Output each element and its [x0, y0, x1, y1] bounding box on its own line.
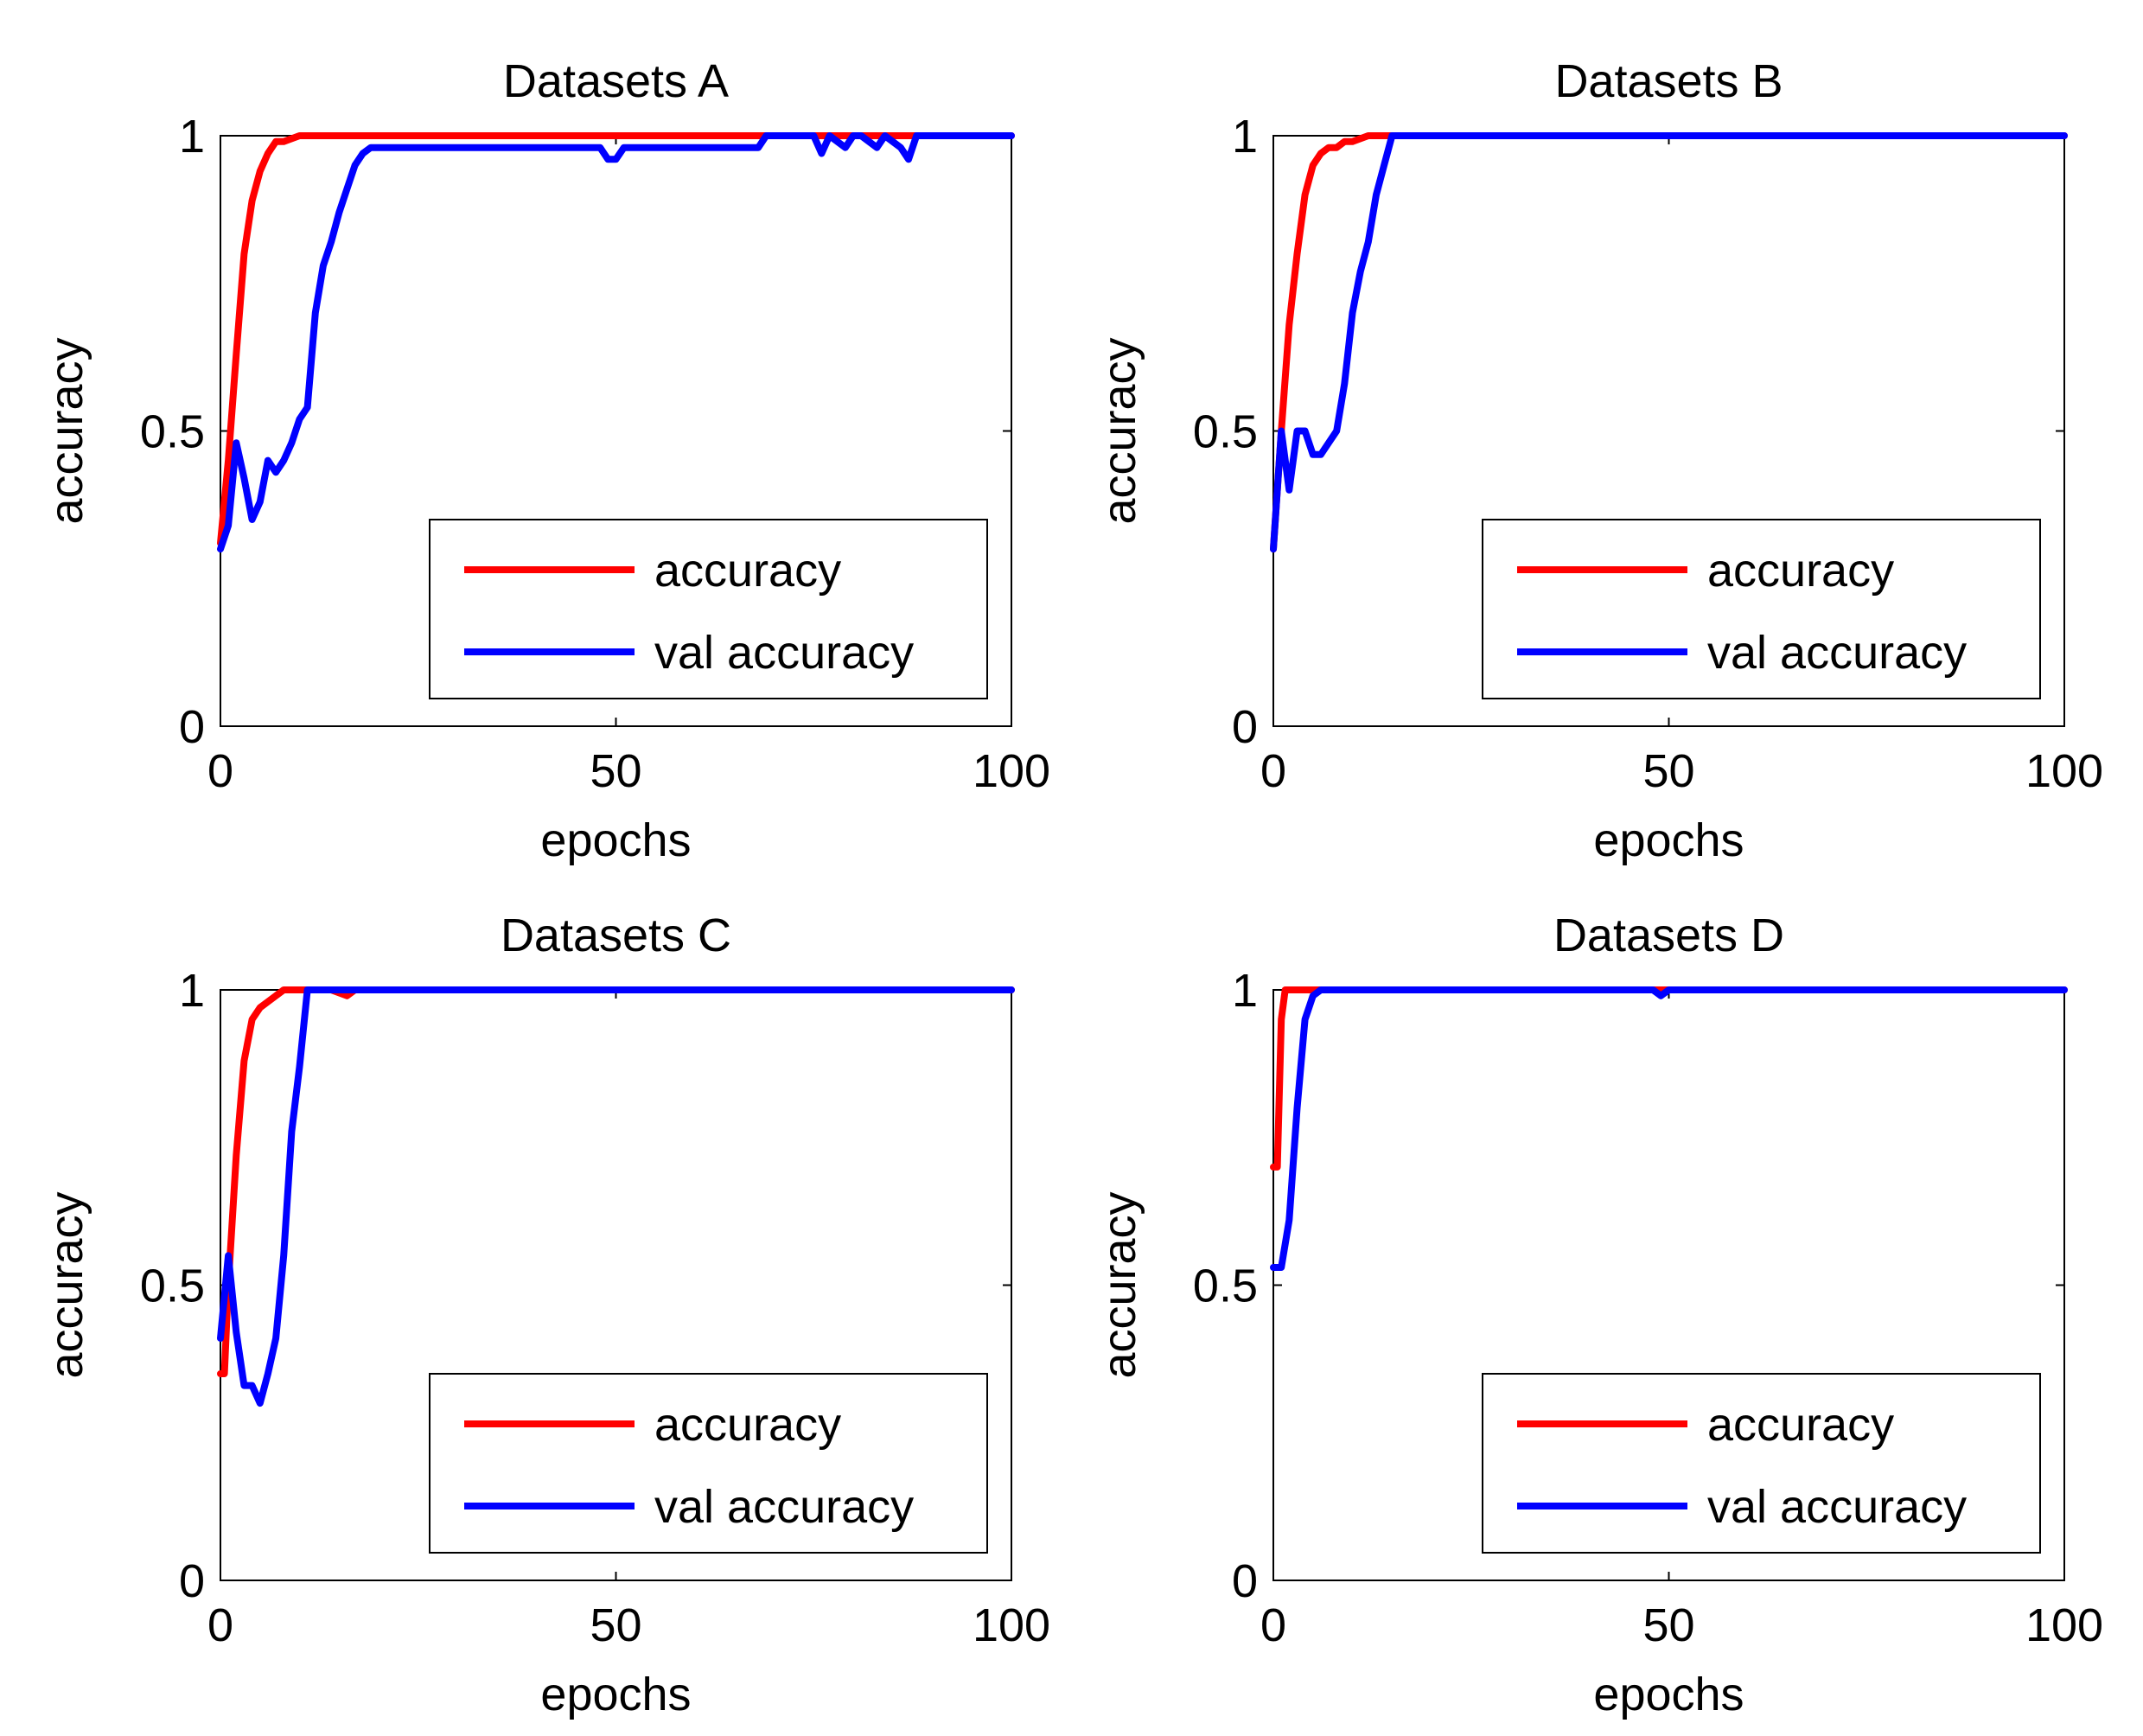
legend-box	[429, 1373, 988, 1554]
y-tick-label: 0.5	[140, 1261, 205, 1312]
x-tick-label: 50	[1642, 745, 1694, 797]
chart-panel: Datasets D0 50 10000.51epochsaccuracyaccur…	[1094, 909, 2103, 1720]
chart-panel: Datasets A0 50 10000.51epochsaccuracyaccur…	[41, 55, 1050, 866]
x-tick-label: 50	[1642, 1599, 1694, 1651]
legend-label: accuracy	[654, 1399, 841, 1451]
y-tick-label: 0.5	[140, 406, 205, 458]
legend-label: val accuracy	[654, 627, 914, 679]
x-tick-label: 0	[1260, 1599, 1286, 1651]
accuracy-line	[217, 986, 1015, 1377]
x-axis-label: epochs	[1593, 814, 1744, 866]
series-group	[217, 132, 1015, 553]
y-axis-label: accuracy	[41, 337, 92, 524]
x-tick-label: 100	[973, 1599, 1050, 1651]
legend-label: val accuracy	[654, 1481, 914, 1533]
x-tick-label: 0	[1260, 745, 1286, 797]
y-tick-label: 0.5	[1193, 406, 1258, 458]
legend-box	[429, 519, 988, 699]
chart-title: Datasets C	[501, 909, 731, 961]
chart-title: Datasets D	[1553, 909, 1784, 961]
y-tick-label: 1	[179, 111, 205, 163]
y-axis-label: accuracy	[1094, 337, 1145, 524]
accuracy-line	[1270, 132, 2068, 553]
val-accuracy-line	[1270, 132, 2068, 553]
val-accuracy-line	[217, 132, 1015, 553]
series-group	[217, 986, 1015, 1407]
x-tick-label: 100	[973, 745, 1050, 797]
legend: accuracy val accuracy	[429, 1373, 988, 1554]
val-accuracy-line	[1270, 986, 2068, 1271]
y-tick-label: 0	[179, 701, 205, 753]
legend-label: accuracy	[654, 545, 841, 597]
accuracy-line	[217, 132, 1015, 547]
val-accuracy-line	[217, 986, 1015, 1407]
y-tick-label: 0.5	[1193, 1261, 1258, 1312]
y-tick-label: 0	[1232, 701, 1258, 753]
y-tick-label: 0	[1232, 1555, 1258, 1607]
legend-label: val accuracy	[1707, 1481, 1967, 1533]
legend-box	[1482, 1373, 2041, 1554]
x-tick-label: 0	[207, 745, 233, 797]
x-tick-label: 100	[2025, 1599, 2103, 1651]
legend: accuracy val accuracy	[1482, 1373, 2041, 1554]
y-tick-label: 1	[1232, 965, 1258, 1017]
y-axis-label: accuracy	[41, 1191, 92, 1378]
legend: accuracy val accuracy	[429, 519, 988, 699]
legend-label: accuracy	[1707, 1399, 1894, 1451]
chart-title: Datasets B	[1554, 55, 1783, 107]
y-tick-label: 1	[179, 965, 205, 1017]
y-axis-label: accuracy	[1094, 1191, 1145, 1378]
x-axis-label: epochs	[540, 1669, 691, 1720]
x-tick-label: 100	[2025, 745, 2103, 797]
x-tick-label: 50	[590, 1599, 641, 1651]
y-tick-label: 0	[179, 1555, 205, 1607]
legend-label: accuracy	[1707, 545, 1894, 597]
x-axis-label: epochs	[540, 814, 691, 866]
legend: accuracy val accuracy	[1482, 519, 2041, 699]
chart-title: Datasets A	[503, 55, 729, 107]
chart-panel: Datasets B0 50 10000.51epochsaccuracyaccur…	[1094, 55, 2103, 866]
chart-panel: Datasets C0 50 10000.51epochsaccuracyaccur…	[41, 909, 1050, 1720]
legend-label: val accuracy	[1707, 627, 1967, 679]
x-tick-label: 0	[207, 1599, 233, 1651]
x-tick-label: 50	[590, 745, 641, 797]
series-group	[1270, 986, 2068, 1271]
series-group	[1270, 132, 2068, 553]
x-axis-label: epochs	[1593, 1669, 1744, 1720]
y-tick-label: 1	[1232, 111, 1258, 163]
legend-box	[1482, 519, 2041, 699]
